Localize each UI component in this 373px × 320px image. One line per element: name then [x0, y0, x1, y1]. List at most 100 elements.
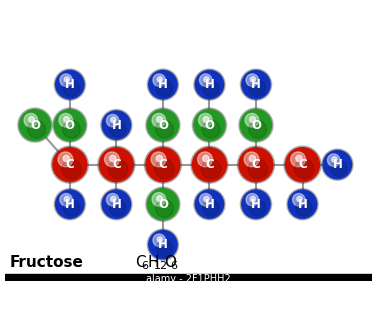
Circle shape	[63, 155, 69, 162]
Circle shape	[148, 70, 178, 100]
Circle shape	[245, 113, 259, 127]
Circle shape	[297, 196, 302, 202]
Circle shape	[284, 146, 321, 183]
Circle shape	[19, 109, 51, 141]
Circle shape	[109, 159, 128, 179]
Bar	[5, 274, 372, 283]
Text: Fructose: Fructose	[10, 255, 84, 270]
Circle shape	[148, 230, 178, 260]
Circle shape	[60, 74, 72, 86]
Circle shape	[237, 146, 275, 183]
Text: 6: 6	[141, 261, 148, 271]
Circle shape	[110, 121, 126, 137]
Circle shape	[193, 109, 226, 141]
Circle shape	[146, 108, 180, 142]
Circle shape	[331, 160, 347, 177]
Circle shape	[250, 116, 256, 122]
Circle shape	[203, 116, 209, 122]
Circle shape	[58, 152, 73, 167]
Circle shape	[157, 77, 163, 82]
Text: C: C	[66, 158, 74, 171]
Circle shape	[99, 147, 134, 182]
Circle shape	[152, 192, 166, 206]
Circle shape	[63, 120, 81, 138]
Text: H: H	[148, 255, 159, 270]
Circle shape	[287, 188, 318, 220]
Circle shape	[144, 146, 182, 183]
Circle shape	[292, 194, 305, 206]
Circle shape	[203, 200, 219, 216]
Text: H: H	[112, 198, 121, 211]
Circle shape	[249, 200, 266, 216]
Circle shape	[63, 80, 79, 97]
Circle shape	[51, 146, 88, 183]
Circle shape	[64, 196, 69, 202]
Circle shape	[157, 237, 163, 242]
Circle shape	[200, 74, 212, 86]
Circle shape	[104, 152, 119, 167]
Circle shape	[322, 149, 353, 180]
Circle shape	[246, 74, 258, 86]
Circle shape	[155, 159, 175, 179]
Circle shape	[201, 159, 221, 179]
Circle shape	[153, 234, 166, 246]
Circle shape	[249, 155, 256, 162]
Circle shape	[195, 189, 224, 219]
Circle shape	[295, 159, 314, 179]
Circle shape	[296, 155, 302, 162]
Circle shape	[152, 113, 166, 127]
Circle shape	[156, 199, 173, 217]
Circle shape	[192, 147, 227, 182]
Circle shape	[246, 194, 258, 206]
Text: H: H	[332, 158, 342, 171]
Text: 12: 12	[154, 261, 168, 271]
Circle shape	[54, 69, 85, 100]
Circle shape	[147, 109, 179, 141]
Circle shape	[101, 109, 132, 141]
Text: 6: 6	[170, 261, 177, 271]
Text: O: O	[30, 119, 40, 132]
Circle shape	[244, 152, 259, 167]
Circle shape	[250, 196, 256, 202]
Circle shape	[239, 108, 273, 142]
Circle shape	[151, 152, 166, 167]
Circle shape	[62, 159, 81, 179]
Text: H: H	[158, 238, 168, 251]
Circle shape	[63, 200, 79, 216]
Circle shape	[204, 77, 209, 82]
Circle shape	[249, 120, 267, 138]
Circle shape	[54, 188, 85, 220]
Circle shape	[64, 77, 69, 82]
Text: alamy - 2F1PHH2: alamy - 2F1PHH2	[146, 274, 231, 284]
Text: C: C	[252, 158, 260, 171]
Text: O: O	[158, 119, 168, 132]
Circle shape	[59, 113, 73, 127]
Circle shape	[147, 69, 179, 100]
Circle shape	[110, 200, 126, 216]
Text: H: H	[204, 78, 214, 91]
Text: C: C	[298, 158, 307, 171]
Circle shape	[250, 77, 256, 82]
Circle shape	[110, 155, 116, 162]
Circle shape	[323, 150, 352, 180]
Circle shape	[55, 189, 85, 219]
Text: H: H	[65, 78, 75, 91]
Circle shape	[291, 152, 305, 167]
Circle shape	[146, 187, 180, 221]
Circle shape	[106, 194, 119, 206]
Circle shape	[55, 70, 85, 100]
Text: H: H	[251, 78, 261, 91]
Circle shape	[194, 188, 225, 220]
Circle shape	[285, 147, 320, 182]
Text: H: H	[251, 198, 261, 211]
Text: H: H	[298, 198, 307, 211]
Circle shape	[156, 80, 173, 97]
Text: O: O	[204, 119, 214, 132]
Circle shape	[195, 70, 224, 100]
Circle shape	[53, 108, 87, 142]
Circle shape	[24, 113, 38, 127]
Circle shape	[288, 189, 317, 219]
Circle shape	[145, 147, 181, 182]
Circle shape	[241, 70, 271, 100]
Circle shape	[191, 146, 228, 183]
